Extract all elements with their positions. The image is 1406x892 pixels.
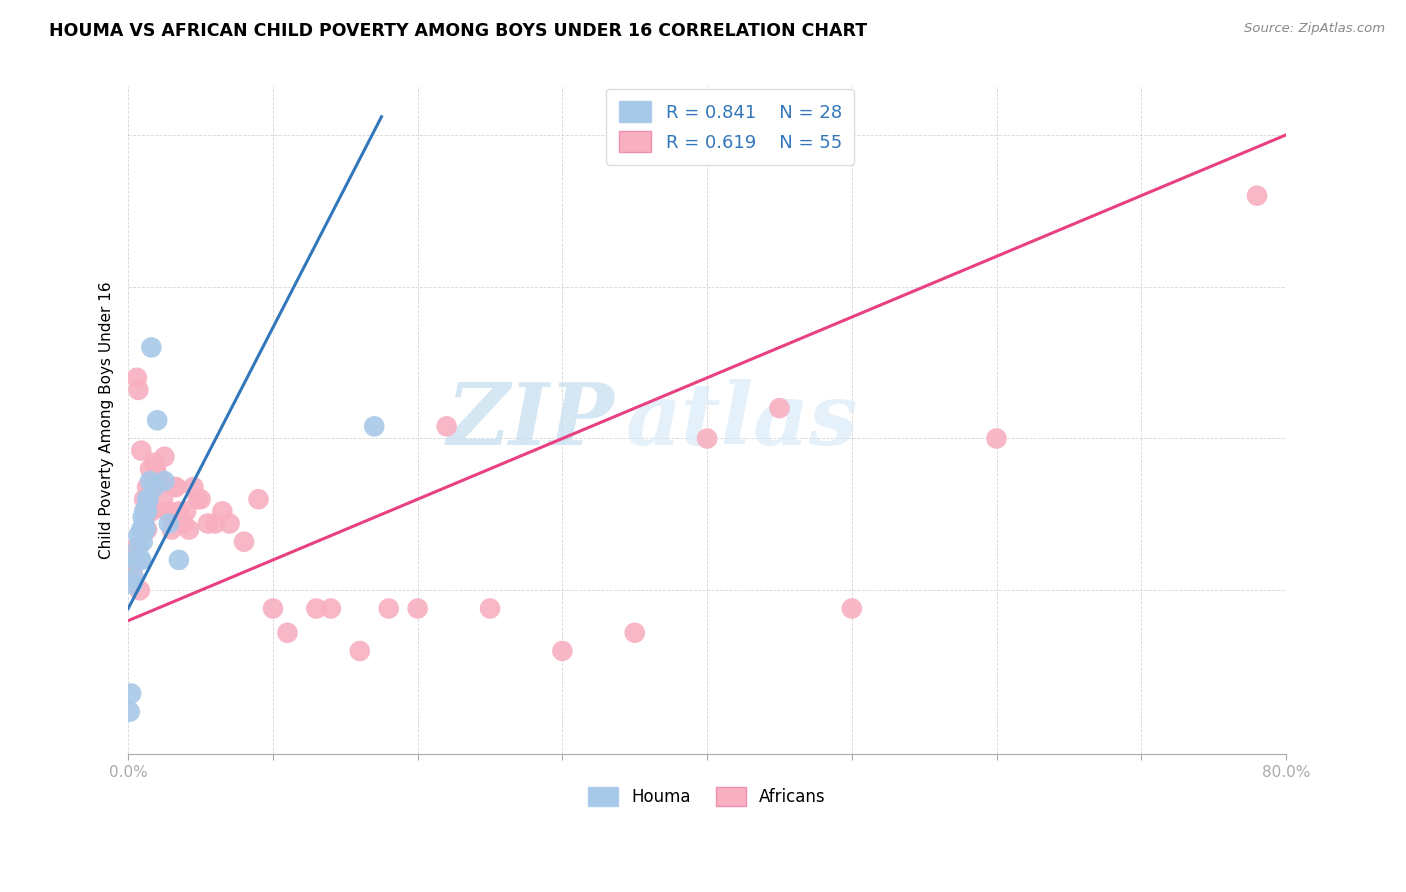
Point — [233, 534, 256, 549]
Text: atlas: atlas — [626, 378, 859, 462]
Point — [127, 541, 149, 555]
Point — [120, 686, 142, 700]
Point — [129, 523, 152, 537]
Point — [122, 571, 145, 585]
Point — [174, 504, 197, 518]
Point — [768, 401, 790, 416]
Point — [129, 553, 152, 567]
Point — [146, 467, 169, 482]
Point — [138, 492, 160, 507]
Point — [363, 419, 385, 434]
Point — [153, 450, 176, 464]
Point — [121, 565, 143, 579]
Point — [377, 601, 399, 615]
Point — [163, 480, 186, 494]
Point — [436, 419, 458, 434]
Text: ZIP: ZIP — [447, 378, 614, 462]
Point — [211, 504, 233, 518]
Point — [986, 432, 1008, 446]
Legend: Houma, Africans: Houma, Africans — [582, 780, 832, 813]
Point — [121, 577, 143, 591]
Point — [696, 432, 718, 446]
Point — [157, 504, 180, 518]
Point — [127, 383, 149, 397]
Point — [125, 371, 148, 385]
Point — [197, 516, 219, 531]
Point — [124, 541, 146, 555]
Point — [156, 504, 179, 518]
Point — [276, 625, 298, 640]
Point — [138, 504, 160, 518]
Point — [125, 553, 148, 567]
Point — [141, 340, 163, 354]
Point — [218, 516, 240, 531]
Point — [128, 583, 150, 598]
Point — [145, 462, 167, 476]
Point — [136, 523, 159, 537]
Point — [132, 523, 155, 537]
Point — [165, 480, 187, 494]
Point — [136, 492, 159, 507]
Point — [135, 504, 157, 518]
Point — [132, 534, 155, 549]
Point — [247, 492, 270, 507]
Point — [134, 504, 156, 518]
Point — [128, 553, 150, 567]
Point — [406, 601, 429, 615]
Point — [139, 474, 162, 488]
Point — [349, 644, 371, 658]
Point — [146, 413, 169, 427]
Point — [118, 705, 141, 719]
Point — [135, 504, 157, 518]
Point — [160, 523, 183, 537]
Point — [623, 625, 645, 640]
Point — [136, 480, 159, 494]
Point — [190, 492, 212, 507]
Point — [141, 504, 163, 518]
Point — [143, 456, 166, 470]
Point — [142, 480, 165, 494]
Point — [183, 480, 205, 494]
Point — [841, 601, 863, 615]
Point — [167, 553, 190, 567]
Point — [132, 510, 155, 524]
Y-axis label: Child Poverty Among Boys Under 16: Child Poverty Among Boys Under 16 — [100, 282, 114, 559]
Point — [153, 474, 176, 488]
Point — [152, 492, 174, 507]
Point — [129, 443, 152, 458]
Point — [135, 523, 157, 537]
Point — [204, 516, 226, 531]
Text: Source: ZipAtlas.com: Source: ZipAtlas.com — [1244, 22, 1385, 36]
Point — [167, 504, 190, 518]
Point — [157, 516, 180, 531]
Point — [134, 516, 156, 531]
Point — [319, 601, 342, 615]
Point — [127, 528, 149, 542]
Point — [139, 462, 162, 476]
Point — [134, 492, 156, 507]
Point — [172, 516, 194, 531]
Point — [177, 523, 200, 537]
Point — [124, 553, 146, 567]
Point — [305, 601, 328, 615]
Point — [149, 474, 172, 488]
Point — [262, 601, 284, 615]
Text: HOUMA VS AFRICAN CHILD POVERTY AMONG BOYS UNDER 16 CORRELATION CHART: HOUMA VS AFRICAN CHILD POVERTY AMONG BOY… — [49, 22, 868, 40]
Point — [551, 644, 574, 658]
Point — [143, 480, 166, 494]
Point — [187, 492, 209, 507]
Point — [479, 601, 502, 615]
Point — [1246, 188, 1268, 202]
Point — [136, 504, 159, 518]
